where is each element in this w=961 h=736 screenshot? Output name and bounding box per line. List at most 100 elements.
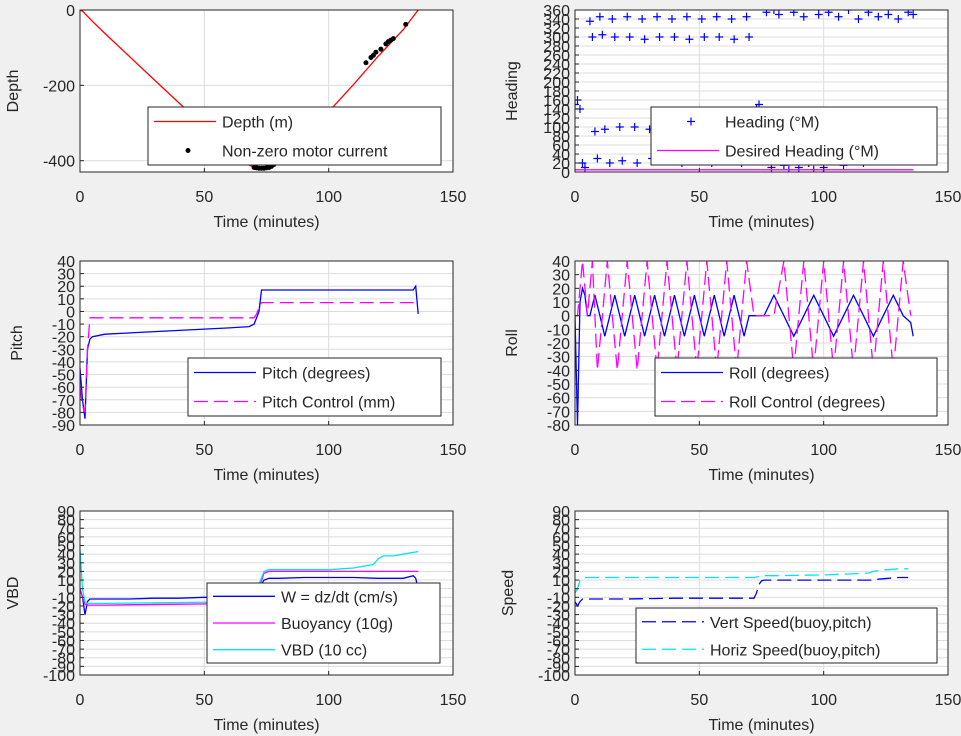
heading-plus-point [633, 159, 642, 167]
depth-xlabel: Time (minutes) [213, 214, 319, 231]
heading-plus-point [598, 30, 607, 39]
depth-dot-point [373, 49, 379, 55]
heading-plus-point [745, 33, 754, 41]
heading-ytick-label: 320 [543, 21, 570, 38]
vbd-xtick-label: 100 [315, 692, 342, 709]
heading-ytick-label: 240 [543, 57, 570, 74]
vbd-xtick-label: 150 [440, 692, 467, 709]
depth-xtick-label: 150 [440, 189, 467, 206]
roll-ytick-label: -30 [547, 350, 570, 367]
depth-ylabel: Depth [5, 70, 22, 113]
heading-plus-point [712, 12, 721, 21]
heading-ytick-label: 200 [543, 75, 570, 92]
roll-ytick-label: 40 [552, 254, 570, 271]
roll-legend: Roll (degrees) Roll Control (degrees) [654, 357, 938, 417]
heading-legend-box [650, 106, 938, 166]
vbd-ytick-label: 0 [66, 582, 75, 599]
roll-ytick-label: -40 [547, 363, 570, 380]
pitch-xtick-label: 100 [315, 442, 342, 459]
heading-plus-point [774, 10, 783, 19]
pitch-ytick-label: 0 [66, 304, 75, 321]
heading-plus-point [854, 15, 863, 23]
heading-ytick-label: 0 [561, 165, 570, 182]
pitch-ytick-label: 40 [57, 254, 75, 271]
vbd-series-2-line [80, 549, 419, 605]
speed-ytick-label: -20 [547, 599, 570, 616]
speed-ytick-label: -30 [547, 608, 570, 625]
vbd-ylabel: VBD [5, 577, 22, 610]
pitch-ytick-label: -50 [52, 368, 75, 385]
heading-ytick-label: 140 [543, 102, 570, 119]
depth-dot-point [403, 21, 409, 27]
roll-ytick-label: 0 [561, 309, 570, 326]
heading-plus-point [630, 123, 639, 131]
speed-xtick-label: 100 [810, 692, 837, 709]
roll-ylabel: Roll [504, 329, 521, 357]
vbd-ytick-label: -40 [52, 616, 75, 633]
heading-ytick-label: 120 [543, 111, 570, 128]
pitch-ytick-label: -90 [52, 418, 75, 435]
speed-ytick-label: 70 [552, 521, 570, 538]
heading-legend: Heading (°M) Desired Heading (°M) [650, 106, 938, 166]
pitch-ytick-label: -70 [52, 393, 75, 410]
speed-ytick-label: 50 [552, 539, 570, 556]
heading-ytick-label: 100 [543, 120, 570, 137]
pitch-ytick-label: -30 [52, 342, 75, 359]
vbd-ytick-label: 50 [57, 539, 75, 556]
heading-plus-point [655, 33, 664, 41]
speed-ytick-label: -50 [547, 625, 570, 642]
depth-ytick-label: 0 [66, 3, 75, 20]
heading-plus-point [730, 35, 739, 44]
heading-plus-point [814, 10, 823, 19]
roll-plot-group [575, 261, 914, 425]
vbd-ytick-label: -60 [52, 633, 75, 650]
speed-ytick-label: 90 [552, 504, 570, 521]
pitch-ytick-label: -80 [52, 405, 75, 422]
vbd-ytick-label: -30 [52, 608, 75, 625]
depth-axes-box [79, 9, 454, 173]
speed-xtick-label: 0 [571, 692, 580, 709]
roll-legend-label: Roll (degrees) [729, 366, 829, 383]
speed-xlabel: Time (minutes) [708, 717, 814, 734]
roll-ytick-label: -20 [547, 336, 570, 353]
speed-legend-label: Vert Speed(buoy,pitch) [710, 615, 872, 632]
vbd-legend: W = dz/dt (cm/s) Buoyancy (10g) VBD (10 cc… [206, 582, 441, 664]
heading-ytick-label: 280 [543, 39, 570, 56]
roll-ytick-label: 10 [552, 295, 570, 312]
roll-ytick-label: -10 [547, 322, 570, 339]
pitch-legend: Pitch (degrees) Pitch Control (mm) [187, 357, 442, 417]
heading-ytick-label: 300 [543, 30, 570, 47]
depth-ytick-label: -200 [43, 78, 75, 95]
heading-plus-point [834, 12, 843, 21]
vbd-ytick-label: -70 [52, 642, 75, 659]
heading-ytick-label: 180 [543, 84, 570, 101]
roll-ytick-label: -70 [547, 404, 570, 421]
heading-plus-point [575, 100, 579, 109]
roll-ytick-label: -60 [547, 391, 570, 408]
speed-ytick-label: 30 [552, 556, 570, 573]
heading-plus-point [578, 159, 587, 167]
heading-xtick-label: 100 [810, 189, 837, 206]
speed-ytick-label: -40 [547, 616, 570, 633]
heading-xtick-label: 50 [690, 189, 708, 206]
heading-plus-point [588, 33, 597, 41]
heading-xtick-label: 150 [935, 189, 961, 206]
depth-legend-label: Non-zero motor current [222, 144, 388, 161]
depth-ytick-label: -400 [43, 154, 75, 171]
speed-ytick-label: 0 [561, 582, 570, 599]
speed-ytick-label: -90 [547, 659, 570, 676]
depth-axes: 0 50 100 150 0 -200 -400 Time (minutes) Depth Dep… [5, 3, 466, 231]
heading-plus-point [605, 159, 614, 167]
heading-plus-point [824, 10, 833, 17]
heading-plus-point [884, 10, 893, 19]
roll-series-1-line [575, 261, 912, 371]
pitch-ylabel: Pitch [9, 325, 26, 361]
depth-legend: Depth (m) Non-zero motor current [147, 106, 442, 166]
speed-legend-label: Horiz Speed(buoy,pitch) [710, 642, 880, 659]
heading-ytick-label: 80 [552, 129, 570, 146]
heading-plus-point [727, 15, 736, 23]
pitch-ytick-label: 20 [57, 279, 75, 296]
roll-legend-label: Roll Control (degrees) [729, 395, 886, 412]
roll-ytick-label: -50 [547, 377, 570, 394]
speed-ytick-label: -60 [547, 633, 570, 650]
